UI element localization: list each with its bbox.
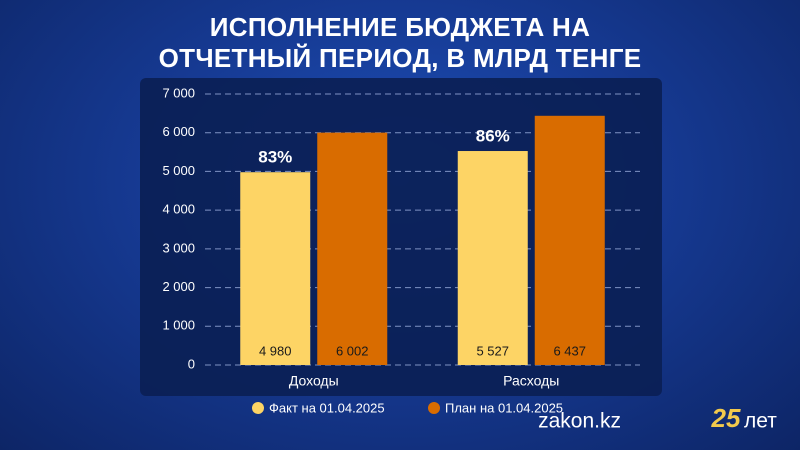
annotation: 86% xyxy=(476,127,510,146)
legend-swatch xyxy=(252,402,264,414)
y-tick-label: 6 000 xyxy=(162,124,195,139)
y-tick-label: 4 000 xyxy=(162,202,195,217)
y-tick-label: 5 000 xyxy=(162,163,195,178)
annotation: 83% xyxy=(258,148,292,167)
y-tick-label: 7 000 xyxy=(162,85,195,100)
value-label: 6 437 xyxy=(553,343,586,358)
y-tick-label: 0 xyxy=(188,356,195,371)
legend-swatch xyxy=(428,402,440,414)
y-tick-label: 1 000 xyxy=(162,318,195,333)
bar xyxy=(240,172,311,365)
y-tick-label: 2 000 xyxy=(162,279,195,294)
brand-number: 25 xyxy=(711,403,741,433)
bar xyxy=(457,151,528,365)
chart-title: ИСПОЛНЕНИЕ БЮДЖЕТА НА ОТЧЕТНЫЙ ПЕРИОД, В… xyxy=(158,12,642,73)
brand-site: zakon.kz xyxy=(538,410,621,433)
legend-label: Факт на 01.04.2025 xyxy=(269,400,385,415)
brand-suffix: лет xyxy=(744,410,777,433)
y-tick-label: 3 000 xyxy=(162,240,195,255)
bar xyxy=(534,115,605,365)
x-tick-label: Расходы xyxy=(503,373,559,389)
legend-label: План на 01.04.2025 xyxy=(445,400,563,415)
value-label: 5 527 xyxy=(476,343,509,358)
x-tick-label: Доходы xyxy=(289,373,339,389)
value-label: 6 002 xyxy=(336,343,369,358)
bar xyxy=(317,132,388,365)
value-label: 4 980 xyxy=(259,343,292,358)
